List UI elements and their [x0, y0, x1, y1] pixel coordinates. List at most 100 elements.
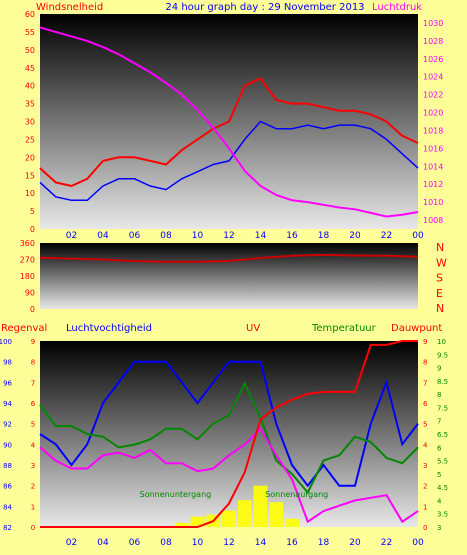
x-tick-label: 12 — [223, 538, 234, 548]
direction-series — [39, 253, 419, 263]
x-tick-label: 20 — [349, 231, 361, 241]
compass-label: N — [436, 241, 444, 254]
pressure-y-tick: 1028 — [423, 37, 443, 46]
wind-y-tick: 25 — [25, 135, 35, 144]
temperature-y-tick: 3.5 — [437, 511, 448, 519]
temperature-y-tick: 3 — [437, 524, 441, 532]
rain-y-tick: 3 — [31, 462, 35, 470]
uv-y-tick: 0 — [423, 524, 427, 532]
sunset-annotation: Sonnenuntergang — [140, 490, 212, 499]
temperature-y-tick: 9 — [437, 365, 441, 373]
wind-y-tick: 0 — [30, 225, 35, 234]
uv-y-tick: 9 — [423, 338, 427, 346]
pressure-y-tick: 1016 — [423, 144, 443, 153]
rain-y-tick: 0 — [31, 524, 35, 532]
climate-y-axes: 8284868890929496981000123456789012345678… — [0, 338, 448, 532]
rain-y-tick: 8 — [31, 359, 35, 367]
temperature-y-tick: 7.5 — [437, 404, 448, 412]
direction-y-tick: 0 — [30, 305, 35, 314]
wind-series — [39, 26, 419, 218]
temperature-y-tick: 4.5 — [437, 484, 448, 492]
wind-y-tick: 15 — [25, 171, 35, 180]
x-tick-label: 18 — [318, 538, 330, 548]
rain-y-tick: 5 — [31, 421, 35, 429]
temperature-y-tick: 7 — [437, 418, 441, 426]
x-tick-label: 14 — [255, 538, 267, 548]
humidity-y-tick: 92 — [3, 421, 12, 429]
wind-y-tick: 60 — [25, 10, 35, 19]
humidity-y-tick: 84 — [3, 503, 12, 511]
uv-y-tick: 4 — [423, 441, 428, 449]
humidity-line — [39, 360, 419, 488]
uv-y-tick: 7 — [423, 379, 427, 387]
humidity-y-tick: 96 — [3, 379, 12, 387]
uv-y-tick: 5 — [423, 421, 427, 429]
sunrise-annotation: Sonnenaufgang — [265, 490, 328, 499]
uv-bar — [269, 502, 284, 527]
temperature-y-tick: 6 — [437, 444, 442, 452]
x-tick-label: 06 — [129, 538, 141, 548]
wind-y-tick: 45 — [25, 64, 35, 73]
chart-title: 24 hour graph day : 29 November 2013 — [165, 2, 364, 13]
x-tick-label: 00 — [412, 538, 424, 548]
x-tick-label: 12 — [223, 231, 234, 241]
temperature-y-tick: 8.5 — [437, 378, 448, 386]
wind-y-tick: 35 — [25, 100, 35, 109]
uv-y-tick: 3 — [423, 462, 427, 470]
wind-y-tick: 40 — [25, 82, 35, 91]
wind-y-tick: 50 — [25, 46, 35, 55]
compass-label: W — [436, 256, 447, 269]
wind-y-tick: 10 — [25, 189, 35, 198]
compass-label: E — [436, 287, 443, 300]
dewpoint-line — [39, 427, 419, 524]
x-tick-label: 04 — [97, 538, 109, 548]
x-tick-label: 08 — [160, 538, 172, 548]
x-tick-label: 02 — [66, 231, 77, 241]
x-tick-label: 10 — [192, 231, 204, 241]
humidity-y-tick: 100 — [0, 338, 12, 346]
pressure-y-tick: 1010 — [423, 198, 443, 207]
uv-y-tick: 1 — [423, 503, 427, 511]
compass-label: N — [436, 302, 444, 315]
pressure-y-tick: 1014 — [423, 162, 443, 171]
direction-y-tick: 180 — [20, 272, 35, 281]
x-tick-label: 16 — [286, 538, 298, 548]
wind-direction-line — [39, 253, 419, 263]
dewpoint-axis-title: Dauwpunt — [391, 323, 442, 334]
wind-y-tick: 55 — [25, 28, 35, 37]
temperature-y-tick: 10 — [437, 338, 446, 346]
x-tick-label: 08 — [160, 231, 172, 241]
humidity-y-tick: 98 — [3, 359, 12, 367]
temperature-y-tick: 9.5 — [437, 351, 448, 359]
direction-y-tick: 360 — [20, 239, 35, 248]
uv-bar — [253, 485, 268, 527]
pressure-y-tick: 1012 — [423, 180, 443, 189]
direction-y-tick: 270 — [20, 256, 35, 265]
rain-y-tick: 2 — [31, 483, 35, 491]
x-tick-label: 22 — [381, 231, 392, 241]
temperature-y-tick: 5 — [437, 471, 441, 479]
x-tick-label: 14 — [255, 231, 267, 241]
humidity-y-tick: 82 — [3, 524, 12, 532]
x-tick-label: 18 — [318, 231, 330, 241]
x-tick-label: 20 — [349, 538, 361, 548]
pressure-y-axis: 1008 1010 1012 1014 1016 1018 1020 1022 1024 1026… — [423, 19, 443, 225]
wind-y-tick: 30 — [25, 118, 35, 127]
temperature-y-tick: 4 — [437, 497, 442, 505]
pressure-axis-title: Luchtdruk — [372, 2, 422, 13]
rain-line — [40, 340, 418, 528]
uv-axis-title: UV — [246, 323, 260, 334]
sun-annotations: Sonnenuntergang Sonnenaufgang — [140, 490, 329, 499]
compass-label: S — [436, 272, 443, 285]
x-axis-ticks-3: 02 04 06 08 10 12 14 16 18 20 22 00 — [66, 538, 424, 548]
uv-bar — [237, 500, 252, 527]
pressure-y-tick: 1022 — [423, 91, 443, 100]
x-tick-label: 02 — [66, 538, 77, 548]
temperature-y-tick: 5.5 — [437, 458, 448, 466]
temperature-line — [39, 381, 419, 495]
x-tick-label: 04 — [97, 231, 109, 241]
uv-y-tick: 2 — [423, 483, 427, 491]
wind-speed-line — [39, 77, 419, 188]
x-tick-label: 16 — [286, 231, 298, 241]
